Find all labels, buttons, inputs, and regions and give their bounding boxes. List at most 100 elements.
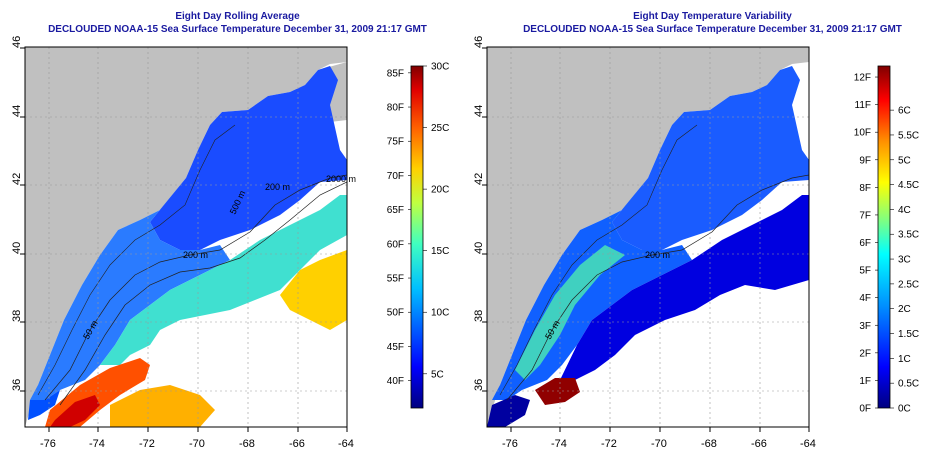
colorbar-label: 45F xyxy=(387,342,404,353)
y-tick-label: 36 xyxy=(11,379,23,391)
colorbar-label: 5C xyxy=(431,369,444,380)
x-tick-label: -76 xyxy=(502,438,518,450)
x-tick-label: -70 xyxy=(189,438,205,450)
colorbar-label: 8F xyxy=(859,183,871,194)
colorbar-label: 70F xyxy=(387,171,404,182)
colorbar-label: 12F xyxy=(854,73,871,84)
y-axis: 36 38 40 42 44 46 xyxy=(11,36,25,392)
cool-coast xyxy=(487,395,530,427)
panel-title: Eight Day Temperature Variability xyxy=(633,11,792,22)
y-tick-label: 38 xyxy=(473,310,485,322)
y-tick-label: 38 xyxy=(11,310,23,322)
y-tick-label: 40 xyxy=(11,242,23,254)
colorbar-label: 2C xyxy=(898,304,911,315)
graticule xyxy=(487,47,809,427)
cool-coast xyxy=(28,390,60,420)
y-tick-label: 36 xyxy=(473,379,485,391)
panel-subtitle: DECLOUDED NOAA-15 Sea Surface Temperatur… xyxy=(523,24,902,35)
y-tick-label: 44 xyxy=(473,105,485,117)
panel-title: Eight Day Rolling Average xyxy=(175,11,300,22)
contour-50m xyxy=(37,124,236,396)
land-mass xyxy=(487,47,809,427)
x-tick-label: -68 xyxy=(701,438,717,450)
x-tick-label: -66 xyxy=(289,438,305,450)
rolling-average-panel: Eight Day Rolling Average DECLOUDED NOAA… xyxy=(11,11,449,450)
warm-stream xyxy=(280,250,347,330)
contour-200m xyxy=(44,174,347,401)
colorbar-label: 5.5C xyxy=(898,130,919,141)
colorbar-label: 0F xyxy=(859,404,871,415)
y-tick-label: 46 xyxy=(473,36,485,48)
x-tick-label: -74 xyxy=(551,438,567,450)
colorbar-label: 2.5C xyxy=(898,279,919,290)
hot-core xyxy=(50,395,100,427)
colorbar: 40F 45F 50F 55F 60F 65F 70F 75F 80F 85F 5C 10C 15C 2… xyxy=(387,62,449,409)
x-tick-label: -66 xyxy=(751,438,767,450)
x-tick-label: -68 xyxy=(239,438,255,450)
colorbar-gradient xyxy=(410,65,424,409)
gulf-stream-high xyxy=(535,378,580,405)
y-tick-label: 40 xyxy=(473,242,485,254)
colorbar-label: 4.5C xyxy=(898,180,919,191)
x-tick-label: -72 xyxy=(139,438,155,450)
graticule xyxy=(25,47,347,427)
contour-label: 2000 m xyxy=(326,174,356,184)
colorbar-label: 1C xyxy=(898,354,911,365)
colorbar-label: 10C xyxy=(431,308,449,319)
colorbar-label: 15C xyxy=(431,246,449,257)
temperature-variability-panel: Eight Day Temperature Variability DECLOU… xyxy=(473,0,950,475)
variability-map-svg: 200 m 50 m -76 -74 -72 -70 -68 -66 -64 3… xyxy=(473,36,919,450)
colorbar-label: 0.5C xyxy=(898,379,919,390)
colorbar: 0F 1F 2F 3F 4F 5F 6F 7F 8F 9F 10F 11F 12F 0C 0.5C 1C 1.… xyxy=(854,65,919,415)
colorbar-label: 20C xyxy=(431,185,449,196)
colorbar-label: 75F xyxy=(387,137,404,148)
colorbar-label: 3F xyxy=(859,321,871,332)
x-axis: -76 -74 -72 -70 -68 -66 -64 xyxy=(502,427,816,450)
sst-map-svg: 200 m 2000 m 200 m 50 m 500 m -76 -74 -7… xyxy=(11,36,449,450)
x-tick-label: -76 xyxy=(40,438,56,450)
colorbar-label: 6C xyxy=(898,106,911,117)
colorbar-label: 55F xyxy=(387,274,404,285)
y-tick-label: 44 xyxy=(11,105,23,117)
contour-50m xyxy=(499,124,698,396)
colorbar-label: 5C xyxy=(898,155,911,166)
x-tick-label: -72 xyxy=(601,438,617,450)
y-tick-label: 42 xyxy=(473,173,485,185)
x-tick-label: -74 xyxy=(89,438,105,450)
high-variability-band xyxy=(515,245,625,380)
x-tick-label: -70 xyxy=(651,438,667,450)
colorbar-label: 40F xyxy=(387,376,404,387)
y-axis: 36 38 40 42 44 46 xyxy=(473,36,487,392)
colorbar-label: 85F xyxy=(387,68,404,79)
map-frame xyxy=(24,46,348,428)
colorbar-label: 9F xyxy=(859,155,871,166)
x-tick-label: -64 xyxy=(338,438,354,450)
colorbar-label: 30C xyxy=(431,62,449,73)
colorbar-label: 11F xyxy=(855,100,872,111)
colorbar-label: 50F xyxy=(387,308,404,319)
colorbar-label: 7F xyxy=(859,210,871,221)
map-area xyxy=(25,47,347,427)
colorbar-label: 1F xyxy=(859,376,871,387)
colorbar-label: 0C xyxy=(898,404,911,415)
colorbar-label: 25C xyxy=(431,123,449,134)
colorbar-label: 10F xyxy=(854,128,871,139)
map-frame xyxy=(486,46,810,428)
contour-label: 200 m xyxy=(183,250,208,260)
colorbar-gradient xyxy=(877,65,891,409)
x-tick-label: -64 xyxy=(800,438,816,450)
colorbar-label: 5F xyxy=(859,266,871,277)
shelf-water xyxy=(30,178,230,400)
colorbar-label: 4C xyxy=(898,205,911,216)
y-tick-label: 46 xyxy=(11,36,23,48)
colorbar-label: 3C xyxy=(898,255,911,266)
offshore-patches xyxy=(560,195,809,380)
colorbar-label: 4F xyxy=(859,293,871,304)
colorbar-label: 1.5C xyxy=(898,329,919,340)
slope-water xyxy=(100,195,347,365)
panel-subtitle: DECLOUDED NOAA-15 Sea Surface Temperatur… xyxy=(48,24,427,35)
colorbar-label: 6F xyxy=(859,238,871,249)
warm-offshore xyxy=(110,385,215,427)
contour-2000m xyxy=(59,181,347,406)
colorbar-label: 3.5C xyxy=(898,230,919,241)
